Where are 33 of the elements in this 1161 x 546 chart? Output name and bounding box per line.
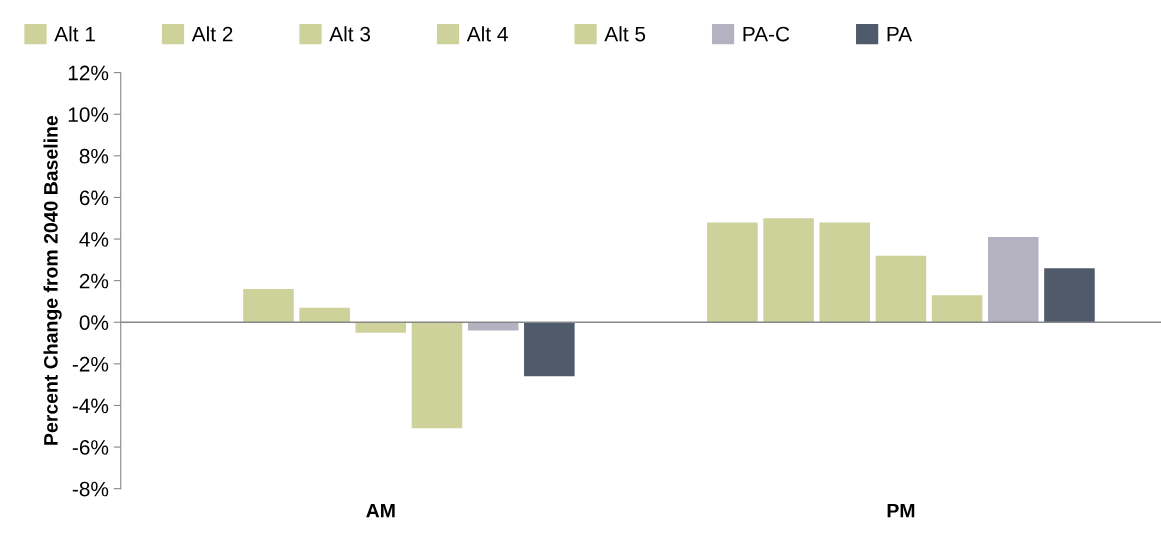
y-tick-label: 4% (79, 232, 109, 247)
x-tick-label: AM (366, 503, 395, 518)
legend-label: PA (887, 26, 913, 42)
bar (988, 236, 1039, 323)
bar (355, 322, 407, 333)
bar (875, 255, 927, 323)
y-axis-title: Percent Change from 2040 Baseline (43, 115, 62, 445)
bar (524, 322, 575, 377)
bar (411, 322, 463, 429)
y-tick-label: 2% (79, 273, 109, 289)
x-tick-label: PM (887, 503, 915, 518)
y-tick-label: 8% (79, 148, 109, 164)
bar (707, 222, 758, 323)
y-tick-label: 12% (68, 65, 109, 81)
bar (243, 288, 294, 323)
bar (763, 218, 814, 323)
legend-label: Alt 1 (54, 26, 95, 42)
legend-label: Alt 4 (466, 26, 508, 42)
bar (931, 295, 983, 323)
bar (299, 307, 350, 323)
bar (819, 222, 871, 323)
y-tick-label: -2% (72, 356, 109, 372)
y-tick-label: 6% (79, 190, 109, 206)
y-tick-label: -6% (72, 440, 109, 455)
legend-label: Alt 5 (604, 26, 646, 42)
y-tick-label: 10% (68, 107, 109, 122)
y-tick-label: 0% (79, 315, 109, 330)
y-tick-label: -4% (72, 398, 109, 414)
legend-label: PA-C (743, 26, 790, 42)
legend-label: Alt 3 (329, 26, 371, 42)
bar (1044, 268, 1095, 323)
legend-label: Alt 2 (191, 26, 233, 42)
y-tick-label: -8% (72, 481, 109, 497)
